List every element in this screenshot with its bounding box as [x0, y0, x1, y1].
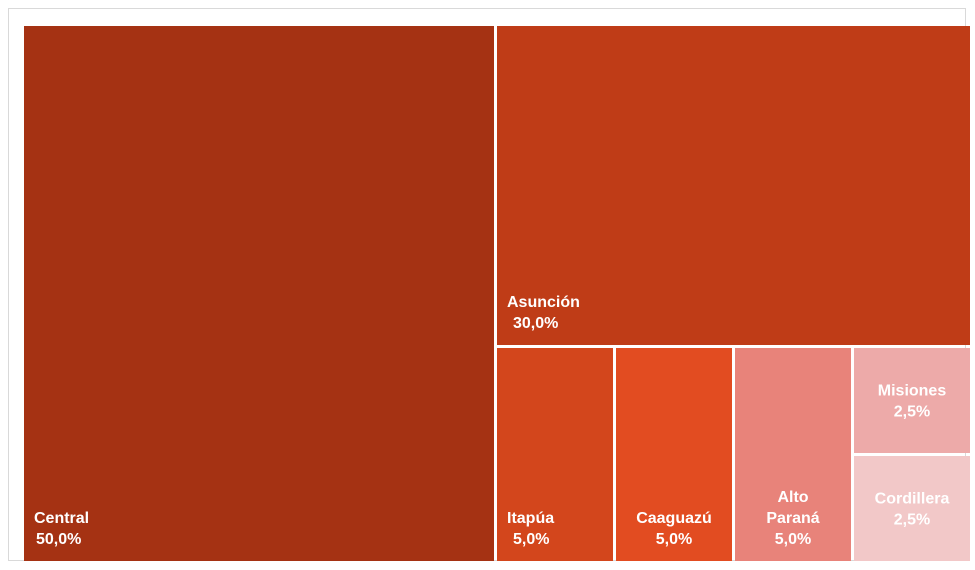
tile-value-caaguazu: 5,0% — [656, 531, 692, 548]
tile-value-alto-parana: 5,0% — [775, 531, 811, 548]
tile-rect-caaguazu — [616, 348, 732, 561]
tile-rect-asuncion — [497, 26, 970, 345]
tile-name-cordillera: Cordillera — [875, 491, 950, 508]
tile-rect-misiones — [854, 348, 970, 453]
tile-name-alto-parana: Paraná — [766, 510, 819, 527]
tile-name-caaguazu: Caaguazú — [636, 510, 712, 527]
tile-alto-parana: Alto Paraná 5,0% — [735, 348, 851, 561]
tile-value-asuncion: 30,0% — [513, 315, 558, 332]
tile-name-alto-parana: Alto — [777, 489, 808, 506]
tile-rect-central — [24, 26, 494, 561]
tile-value-itapua: 5,0% — [513, 531, 549, 548]
tile-central: Central 50,0% — [24, 26, 494, 561]
tile-itapua: Itapúa 5,0% — [497, 348, 613, 561]
tile-misiones: Misiones 2,5% — [854, 348, 970, 453]
tile-name-asuncion: Asunción — [507, 294, 580, 311]
tile-name-central: Central — [34, 510, 89, 527]
tile-caaguazu: Caaguazú 5,0% — [616, 348, 732, 561]
tile-rect-cordillera — [854, 456, 970, 561]
tile-value-central: 50,0% — [36, 531, 81, 548]
tile-asuncion: Asunción 30,0% — [497, 26, 970, 345]
tile-value-misiones: 2,5% — [894, 404, 930, 421]
tile-name-itapua: Itapúa — [507, 510, 554, 527]
tile-rect-itapua — [497, 348, 613, 561]
treemap-chart: Central50,0%Asunción30,0%Itapúa5,0%Caagu… — [24, 26, 970, 561]
tile-value-cordillera: 2,5% — [894, 512, 930, 529]
tile-cordillera: Cordillera 2,5% — [854, 456, 970, 561]
tile-name-misiones: Misiones — [878, 383, 947, 400]
tile-rect-alto-parana — [735, 348, 851, 561]
